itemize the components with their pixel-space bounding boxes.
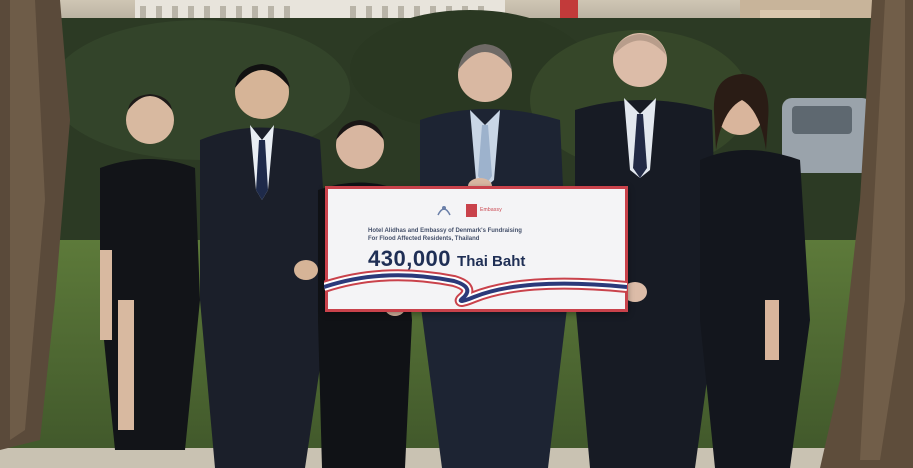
embassy-logo: Embassy	[466, 203, 502, 217]
cheque-logos: Embassy	[436, 203, 502, 217]
person-2	[200, 64, 330, 468]
embassy-flag-icon	[466, 203, 477, 217]
balustrade	[135, 0, 505, 22]
cheque-amount: 430,000 Thai Baht	[368, 246, 525, 272]
hotel-logo-icon	[437, 206, 451, 216]
donation-cheque: Embassy Hotel Alidhas and Embassy of Den…	[324, 186, 628, 312]
hand	[623, 282, 647, 302]
embassy-logo-text: Embassy	[480, 207, 502, 213]
person-1	[100, 94, 200, 450]
hand	[294, 260, 318, 280]
person-6	[700, 74, 810, 468]
amount-currency: Thai Baht	[457, 253, 526, 270]
cheque-description: Hotel Alidhas and Embassy of Denmark's F…	[368, 228, 522, 242]
thai-flag-ribbon	[324, 269, 627, 307]
amount-value: 430,000	[368, 246, 452, 271]
